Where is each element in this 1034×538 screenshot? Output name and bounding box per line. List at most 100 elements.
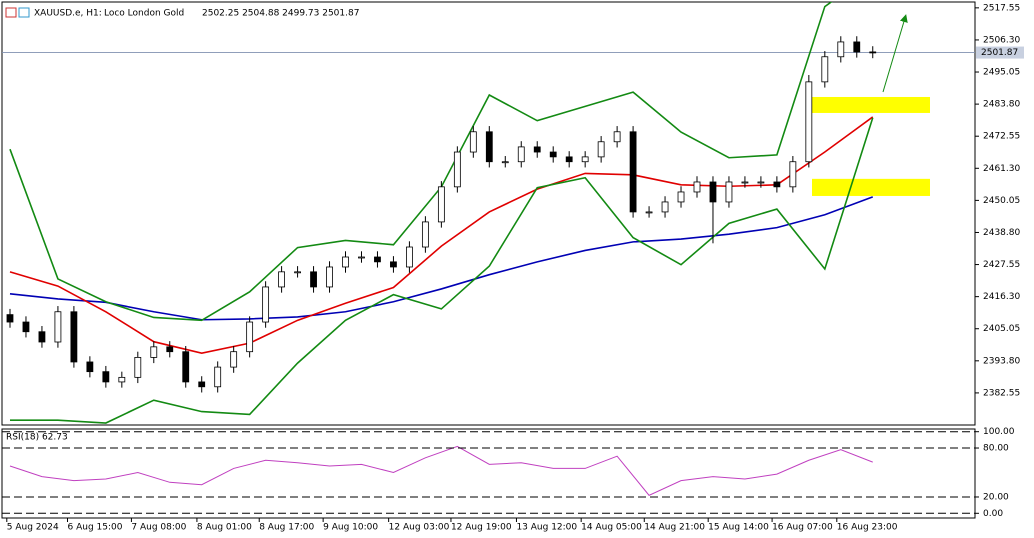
x-tick-label: 12 Aug 03:00 (389, 523, 450, 533)
rsi-panel (1, 428, 976, 519)
candle-body (453, 151, 461, 188)
y-tick-label: 2382.55 (983, 388, 1020, 398)
x-tick-label: 8 Aug 01:00 (197, 523, 252, 533)
candle-body (278, 271, 285, 288)
symbol: XAUUSD.e, H1: (34, 9, 102, 19)
candle-body (629, 131, 637, 213)
candle-body (86, 361, 94, 373)
y-tick-label: 2483.80 (983, 100, 1020, 110)
candle-body (54, 311, 62, 343)
x-tick-label: 12 Aug 19:00 (451, 523, 512, 533)
candle-body (230, 351, 238, 368)
y-tick-label: 2517.55 (983, 3, 1020, 13)
candle-body (869, 51, 877, 54)
candle-body (837, 41, 845, 58)
zone (812, 178, 930, 196)
candle-body (501, 161, 509, 164)
y-tick-label: 80.00 (983, 444, 1009, 454)
rsi-line (9, 445, 873, 496)
main-panel (1, 1, 976, 426)
candle-body (533, 146, 541, 153)
candle-body (374, 256, 381, 263)
y-tick-label: 2405.05 (983, 324, 1020, 334)
candle-body (342, 256, 349, 268)
candle-body (597, 141, 605, 158)
candle-body (150, 346, 158, 358)
ohlc: 2502.25 2504.88 2499.73 2501.87 (202, 9, 359, 19)
candle-body (789, 161, 797, 188)
candle-body (421, 221, 429, 248)
trend-arrow (882, 14, 908, 93)
y-tick-label: 2472.55 (983, 132, 1020, 142)
chart-title: Loco London Gold (104, 9, 184, 19)
x-tick-label: 6 Aug 15:00 (68, 523, 123, 533)
y-tick-label: 2450.05 (983, 196, 1020, 206)
candle-body (22, 321, 30, 333)
y-tick-label: 2427.55 (983, 260, 1020, 270)
y-tick-label: 2416.30 (983, 292, 1020, 302)
candle-body (166, 346, 174, 353)
candle-body (757, 181, 765, 184)
candle-body (709, 181, 717, 203)
x-tick-label: 8 Aug 17:00 (259, 523, 314, 533)
rsi-title: RSI(18) 62.73 (6, 433, 68, 443)
x-tick-label: 5 Aug 2024 (7, 523, 59, 533)
icon (5, 7, 17, 18)
candle-body (517, 146, 525, 163)
y-tick-label: 2461.30 (983, 164, 1020, 174)
candle-body (134, 356, 142, 378)
zone (812, 96, 930, 113)
candle-body (469, 131, 477, 153)
candle-body (741, 181, 749, 184)
candle-body (102, 371, 110, 383)
candle-body (198, 381, 206, 388)
candle-body (310, 271, 317, 288)
x-tick-label: 16 Aug 23:00 (837, 523, 898, 533)
x-tick-label: 13 Aug 12:00 (516, 523, 577, 533)
candle-body (581, 156, 589, 163)
x-tick-label: 15 Aug 14:00 (708, 523, 769, 533)
candle-body (677, 191, 685, 203)
candle-body (262, 286, 270, 323)
x-tick-label: 9 Aug 10:00 (323, 523, 378, 533)
candle-body (485, 131, 493, 163)
y-tick-label: 2506.30 (983, 35, 1020, 45)
candle-body (214, 366, 222, 388)
candle-body (70, 311, 78, 363)
candle-body (390, 261, 397, 268)
icon (18, 7, 30, 18)
candle-body (38, 331, 46, 343)
indicator-line (9, 117, 874, 424)
y-tick-label: 20.00 (983, 492, 1009, 502)
candle-body (437, 186, 445, 223)
candle-body (693, 181, 701, 193)
candle-body (613, 131, 621, 143)
indicator-line (9, 196, 874, 321)
candle-body (773, 181, 781, 188)
y-tick-label: 2495.05 (983, 68, 1020, 78)
candle-body (565, 156, 573, 163)
x-tick-label: 14 Aug 05:00 (581, 523, 642, 533)
y-tick-label: 0.00 (983, 509, 1003, 519)
candle-body (118, 376, 126, 383)
x-tick-label: 16 Aug 07:00 (772, 523, 833, 533)
candle-body (725, 181, 733, 203)
y-tick-label: 2438.80 (983, 228, 1020, 238)
last-price-label: 2501.87 (981, 48, 1018, 58)
candle-body (805, 81, 813, 163)
candle-body (645, 211, 653, 214)
y-tick-label: 2393.80 (983, 356, 1020, 366)
candle-body (326, 266, 333, 288)
candle-body (661, 201, 669, 213)
candle-body (182, 351, 190, 383)
candle-body (406, 246, 413, 268)
y-tick-label: 100.00 (983, 427, 1015, 437)
candle-body (246, 321, 254, 353)
candle-body (6, 314, 14, 323)
last-price-box (976, 46, 1024, 59)
candle-body (294, 271, 301, 274)
candle-body (358, 256, 365, 259)
candle-body (853, 41, 861, 53)
x-tick-label: 14 Aug 21:00 (644, 523, 705, 533)
